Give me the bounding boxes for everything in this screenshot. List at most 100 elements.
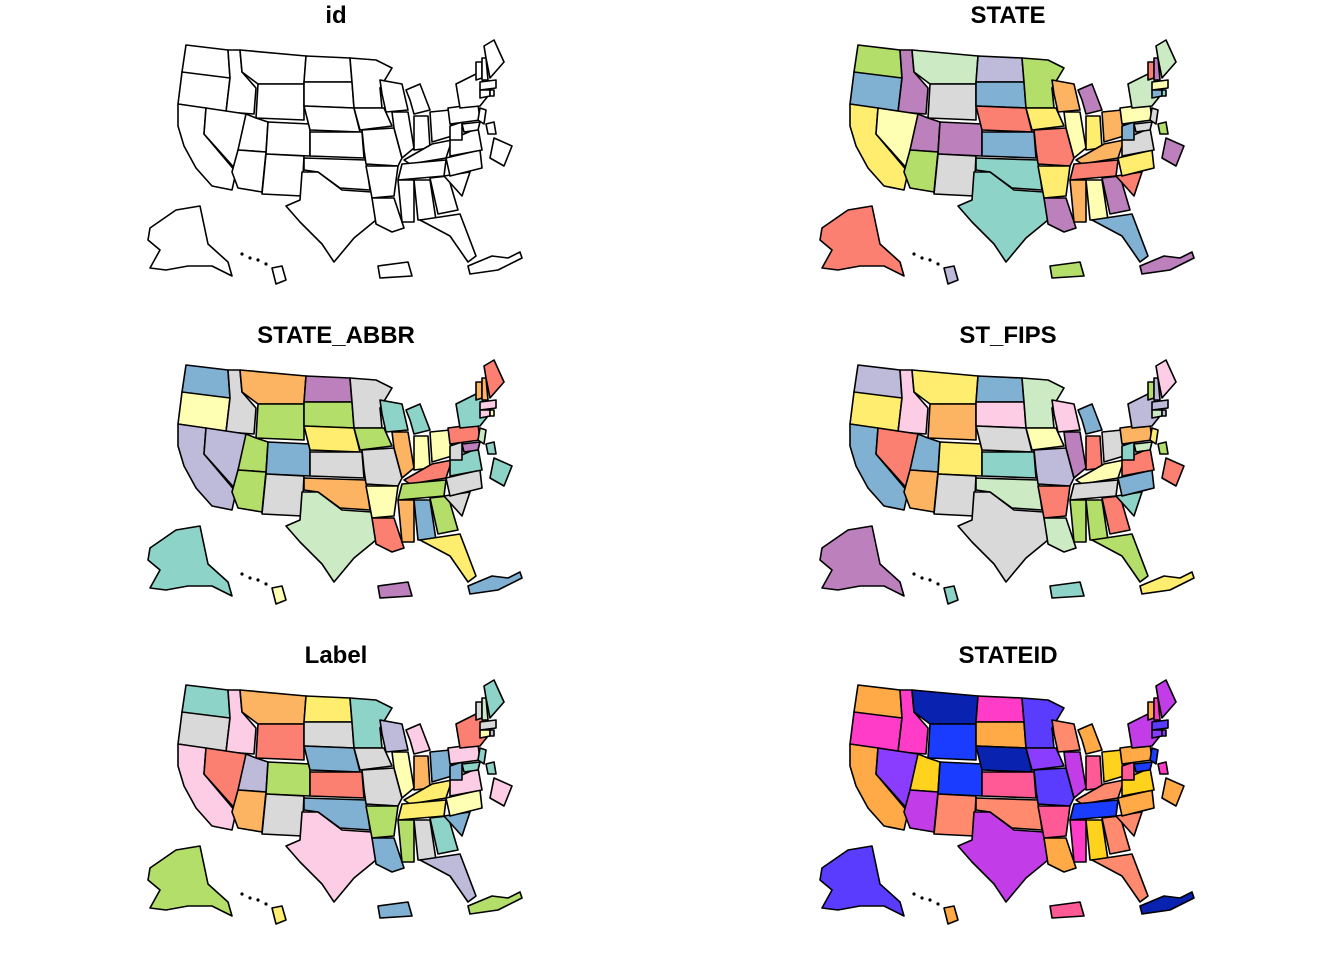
hawaii-island-dot	[928, 258, 932, 262]
state-rhode-island	[489, 89, 495, 97]
state-maryland	[1133, 121, 1153, 133]
us-states-map	[819, 679, 1195, 925]
state-wisconsin	[1051, 79, 1081, 113]
state-virgin-islands	[467, 891, 523, 915]
state-district-of-columbia	[489, 137, 513, 167]
state-nebraska	[303, 745, 361, 773]
state-louisiana	[1043, 517, 1077, 553]
state-nebraska	[975, 745, 1033, 773]
map-panel-state-abbr: STATE_ABBR	[0, 320, 672, 640]
map-panel-id: id	[0, 0, 672, 320]
panel-title: STATE_ABBR	[257, 322, 415, 349]
state-arkansas	[1037, 485, 1071, 519]
state-indiana	[1085, 435, 1103, 471]
state-maine	[1155, 39, 1177, 79]
state-vermont	[475, 701, 483, 721]
state-texas	[285, 811, 377, 903]
us-states-map	[819, 39, 1195, 285]
state-kansas	[309, 451, 365, 479]
state-colorado	[265, 441, 311, 477]
state-louisiana	[1043, 837, 1077, 873]
state-maryland	[1133, 761, 1153, 773]
map-panel-stateid: STATEID	[672, 640, 1344, 960]
state-wisconsin	[1051, 719, 1081, 753]
state-florida	[419, 213, 477, 263]
state-new-mexico	[261, 473, 305, 517]
state-massachusetts	[1151, 79, 1169, 91]
state-louisiana	[371, 837, 405, 873]
state-louisiana	[1043, 197, 1077, 233]
state-delaware	[485, 441, 497, 455]
panel-title: id	[325, 2, 347, 29]
state-georgia	[1101, 495, 1131, 535]
hawaii-island-dot	[248, 576, 252, 580]
state-south-dakota	[975, 81, 1027, 109]
state-montana	[239, 369, 307, 405]
state-virgin-islands	[467, 571, 523, 595]
state-west-virginia	[1121, 121, 1135, 141]
state-kansas	[309, 771, 365, 799]
state-connecticut	[479, 729, 491, 739]
state-illinois	[391, 431, 415, 479]
state-maryland	[1133, 441, 1153, 453]
state-arizona	[231, 149, 267, 193]
state-wisconsin	[379, 719, 409, 753]
state-new-jersey	[1149, 747, 1159, 765]
hawaii-island-dot	[920, 896, 924, 900]
state-district-of-columbia	[1161, 457, 1185, 487]
map-panel-label: Label	[0, 640, 672, 960]
state-georgia	[1101, 815, 1131, 855]
state-vermont	[475, 61, 483, 81]
state-west-virginia	[449, 761, 463, 781]
state-iowa	[1025, 747, 1065, 771]
state-maine	[1155, 359, 1177, 399]
state-montana	[239, 49, 307, 85]
state-illinois	[1063, 111, 1087, 159]
state-montana	[911, 369, 979, 405]
state-michigan	[1077, 403, 1103, 435]
state-florida	[419, 853, 477, 903]
state-michigan	[1077, 723, 1103, 755]
state-colorado	[937, 441, 983, 477]
state-south-dakota	[303, 81, 355, 109]
state-alaska	[147, 205, 233, 277]
state-maryland	[461, 761, 481, 773]
state-michigan	[405, 723, 431, 755]
map-panel-state: STATE	[672, 0, 1344, 320]
state-massachusetts	[1151, 399, 1169, 411]
state-arizona	[903, 469, 939, 513]
state-connecticut	[1151, 89, 1163, 99]
state-mississippi	[397, 499, 415, 543]
state-florida	[1091, 213, 1149, 263]
state-vermont	[1147, 61, 1155, 81]
state-colorado	[265, 761, 311, 797]
state-alaska	[819, 845, 905, 917]
state-maine	[483, 39, 505, 79]
hawaii-island-dot	[256, 578, 260, 582]
state-north-dakota	[303, 55, 353, 83]
state-vermont	[1147, 701, 1155, 721]
state-texas	[957, 171, 1049, 263]
state-wyoming	[927, 83, 977, 121]
state-wisconsin	[379, 399, 409, 433]
state-mississippi	[1069, 819, 1087, 863]
state-wyoming	[255, 403, 305, 441]
hawaii-island-dot	[264, 262, 268, 266]
hawaii-island-dot	[264, 902, 268, 906]
state-mississippi	[397, 819, 415, 863]
state-wisconsin	[1051, 399, 1081, 433]
state-district-of-columbia	[489, 457, 513, 487]
state-georgia	[429, 175, 459, 215]
state-north-dakota	[975, 55, 1025, 83]
state-massachusetts	[479, 399, 497, 411]
state-west-virginia	[1121, 761, 1135, 781]
state-michigan	[405, 83, 431, 115]
state-connecticut	[479, 89, 491, 99]
state-connecticut	[479, 409, 491, 419]
state-arizona	[903, 789, 939, 833]
state-iowa	[353, 747, 393, 771]
state-virgin-islands	[1139, 251, 1195, 275]
state-new-mexico	[933, 473, 977, 517]
state-west-virginia	[1121, 441, 1135, 461]
state-mississippi	[1069, 499, 1087, 543]
